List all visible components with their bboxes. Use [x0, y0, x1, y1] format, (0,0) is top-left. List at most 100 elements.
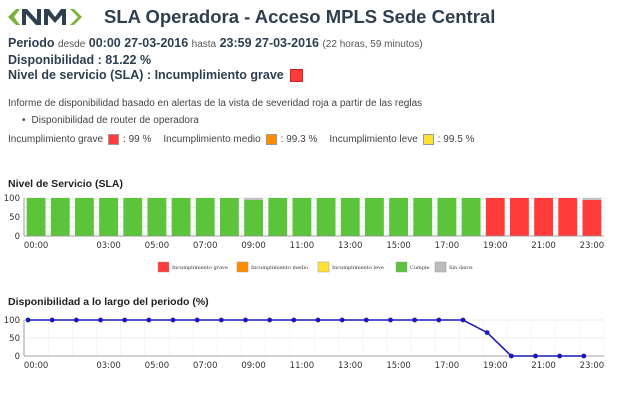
period-duration: (22 horas, 59 minutos): [322, 39, 423, 50]
data-point-4: [122, 317, 128, 323]
bar-19: [485, 198, 505, 236]
data-point-8: [218, 317, 224, 323]
x-tick-label: 13:00: [338, 361, 363, 371]
x-tick-label: 19:00: [483, 241, 508, 251]
sla-bar-chart: 0 50 100 00:00 03:00 05:00 07:00 09:00 11:00 13:0…: [4, 194, 605, 273]
legend-label: Incumplimiento grave: [172, 265, 228, 271]
threshold-leve-swatch: [422, 134, 434, 145]
legend-label: Incumplimiento leve: [332, 265, 384, 271]
bar-15: [389, 198, 409, 236]
x-tick-label: 21:00: [531, 361, 556, 371]
bar-3: [99, 198, 119, 236]
series-line: [28, 319, 584, 357]
period-label: Periodo: [8, 36, 55, 50]
bar-23: [582, 198, 602, 200]
legend-swatch: [236, 261, 249, 273]
threshold-leve-value: : 99.5 %: [437, 134, 475, 145]
data-point-5: [146, 317, 152, 323]
period-to-value: 23:59 27-03-2016: [219, 36, 319, 50]
legend-label: Cumple: [410, 265, 430, 271]
threshold-grave-label: Incumplimiento grave: [8, 134, 104, 145]
data-point-15: [388, 317, 393, 323]
data-point-11: [291, 317, 297, 323]
x-tick-label: 09:00: [241, 361, 266, 371]
data-point-17: [436, 317, 442, 323]
x-tick-label: 23:00: [580, 361, 605, 371]
data-point-6: [170, 317, 176, 323]
y-tick-label: 50: [9, 213, 20, 223]
legend-swatch: [395, 261, 408, 273]
report-description: Informe de disponibilidad basado en aler…: [8, 98, 423, 109]
bar-8: [219, 198, 239, 236]
bar-20: [509, 198, 529, 236]
data-point-14: [363, 317, 369, 323]
bar-21: [534, 198, 554, 236]
x-tick-label: 17:00: [435, 241, 460, 251]
sla-level-text: Nivel de servicio (SLA) : Incumplimiento…: [8, 68, 284, 82]
bar-0: [26, 198, 46, 236]
data-point-20: [508, 353, 514, 359]
bar-10: [268, 198, 288, 236]
availability-value: Disponibilidad : 81.22 %: [8, 53, 152, 67]
bar-7: [195, 198, 215, 236]
sla-chart-title: Nivel de Servicio (SLA): [8, 178, 123, 190]
data-point-21: [533, 353, 538, 359]
bar-11: [292, 198, 312, 236]
legend-swatch: [434, 261, 447, 273]
period-line: Periodo desde 00:00 27-03-2016 hasta 23:…: [8, 36, 423, 50]
threshold-medio-swatch: [265, 134, 277, 145]
bar-6: [171, 198, 191, 236]
data-point-19: [484, 330, 490, 335]
x-tick-label: 17:00: [435, 361, 460, 371]
page-title: SLA Operadora - Acceso MPLS Sede Central: [104, 6, 496, 27]
x-tick-label: 00:00: [24, 361, 49, 371]
x-tick-label: 00:00: [24, 241, 49, 251]
bar-14: [364, 198, 384, 236]
x-tick-label: 19:00: [483, 361, 508, 371]
period-to-text: hasta: [191, 39, 217, 50]
x-tick-label: 15:00: [386, 241, 411, 251]
bar-18: [461, 198, 481, 236]
legend-swatch: [317, 261, 330, 273]
data-point-16: [412, 317, 418, 323]
bar-17: [437, 198, 457, 236]
data-point-23: [581, 353, 587, 359]
legend-label: Incumplimiento medio: [251, 265, 308, 271]
data-point-9: [243, 317, 248, 323]
period-from-value: 00:00 27-03-2016: [88, 36, 189, 50]
threshold-medio-label: Incumplimiento medio: [163, 134, 261, 145]
bar-5: [147, 198, 167, 236]
y-tick-label: 100: [4, 194, 20, 204]
x-tick-label: 11:00: [290, 241, 315, 251]
bar-9: [244, 199, 264, 236]
data-point-1: [49, 317, 55, 323]
data-point-7: [194, 317, 200, 323]
period-from-text: desde: [58, 39, 86, 50]
bar-23: [582, 199, 602, 236]
x-tick-label: 05:00: [145, 361, 170, 371]
data-point-10: [267, 317, 273, 323]
data-point-12: [315, 317, 321, 323]
x-tick-label: 23:00: [580, 241, 605, 251]
threshold-medio-value: : 99.3 %: [280, 134, 318, 145]
threshold-grave-value: : 99 %: [123, 134, 152, 145]
bar-16: [413, 198, 433, 236]
data-point-0: [25, 317, 31, 323]
bar-1: [50, 198, 70, 236]
x-tick-label: 07:00: [193, 241, 218, 251]
bar-13: [340, 198, 360, 236]
x-tick-label: 09:00: [241, 241, 266, 251]
y-tick-label: 0: [15, 232, 20, 242]
y-tick-label: 50: [9, 334, 20, 344]
legend-swatch: [157, 261, 170, 273]
x-tick-label: 03:00: [96, 361, 121, 371]
x-tick-label: 03:00: [96, 241, 121, 251]
sla-level: Nivel de servicio (SLA) : Incumplimiento…: [8, 68, 303, 82]
availability-line-chart: 0 50 100 00:00 03:00 05:00 07:00 09:00 11:00 13:0…: [4, 316, 605, 371]
data-point-13: [339, 317, 345, 323]
data-point-18: [460, 317, 466, 323]
x-tick-label: 07:00: [193, 361, 218, 371]
data-point-3: [98, 317, 103, 323]
threshold-leve-label: Incumplimiento leve: [329, 134, 418, 145]
data-point-22: [557, 353, 563, 359]
